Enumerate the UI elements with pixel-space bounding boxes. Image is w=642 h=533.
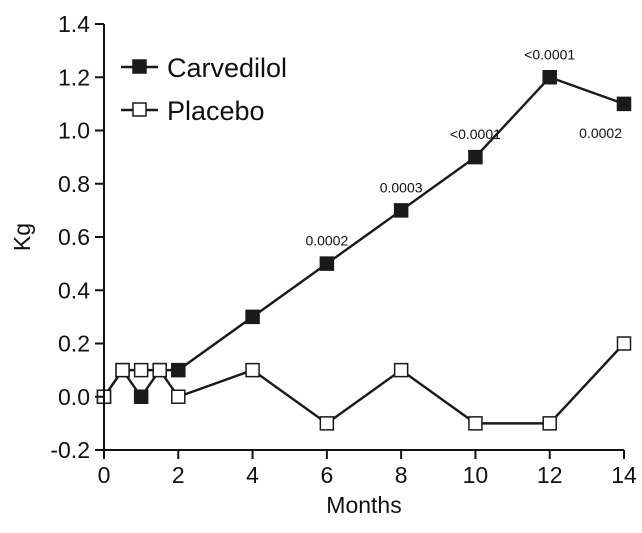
point-carvedilol <box>616 96 632 112</box>
y-tick-label: 0.6 <box>58 224 90 250</box>
legend: Carvedilol Placebo <box>121 53 287 126</box>
p-value-label: 0.0002 <box>579 125 622 141</box>
x-tick-label: 6 <box>320 462 333 488</box>
point-placebo <box>152 362 167 378</box>
point-placebo <box>542 416 557 431</box>
legend-label-placebo: Placebo <box>167 96 265 126</box>
axes-layer: Months Kg 0 2 4 6 8 10 12 14 -0.2 0.0 0.2 0.4 0.6 0.8… <box>9 11 637 518</box>
point-placebo <box>616 336 632 351</box>
x-tick-label: 12 <box>537 462 563 488</box>
plot-layer: 0.0002 0.0003 <0.0001 <0.0001 0.0002 <box>96 46 632 431</box>
y-tick-label: 0.0 <box>58 384 90 410</box>
point-placebo <box>133 362 149 378</box>
point-carvedilol <box>245 309 260 325</box>
p-value-label: 0.0003 <box>380 179 423 195</box>
point-placebo <box>468 416 483 431</box>
point-placebo <box>245 362 260 378</box>
point-placebo <box>319 416 335 431</box>
y-tick-label: 0.4 <box>58 277 90 303</box>
x-tick-label: 10 <box>463 462 489 488</box>
legend-item-carvedilol: Carvedilol <box>121 53 287 83</box>
p-value-label: 0.0002 <box>305 233 348 249</box>
p-value-label: <0.0001 <box>450 126 501 142</box>
p-value-label: <0.0001 <box>524 46 575 62</box>
y-tick-label: 0.8 <box>58 171 90 197</box>
legend-item-placebo: Placebo <box>121 96 265 126</box>
point-placebo <box>393 362 409 378</box>
legend-label-carvedilol: Carvedilol <box>167 53 287 83</box>
point-carvedilol <box>133 389 149 404</box>
y-tick-label: 1.0 <box>58 118 90 144</box>
x-tick-label: 4 <box>246 462 259 488</box>
point-carvedilol <box>468 149 483 165</box>
y-axis-title: Kg <box>9 223 35 251</box>
y-tick-label: -0.2 <box>50 437 90 463</box>
point-carvedilol <box>542 70 557 85</box>
point-placebo <box>171 389 186 404</box>
point-carvedilol <box>393 203 409 218</box>
legend-marker-placebo <box>132 102 147 117</box>
point-placebo <box>115 362 130 378</box>
y-tick-label: 1.2 <box>58 64 90 90</box>
y-tick-label: 1.4 <box>58 11 90 37</box>
x-axis-title: Months <box>326 492 401 518</box>
x-tick-label: 0 <box>98 462 111 488</box>
x-tick-label: 14 <box>611 462 637 488</box>
legend-marker-carvedilol <box>132 59 147 74</box>
point-carvedilol <box>319 256 335 271</box>
series-line-placebo <box>103 342 625 425</box>
x-tick-label: 2 <box>172 462 185 488</box>
y-tick-label: 0.2 <box>58 331 90 357</box>
x-tick-label: 8 <box>395 462 408 488</box>
point-carvedilol <box>171 362 186 378</box>
